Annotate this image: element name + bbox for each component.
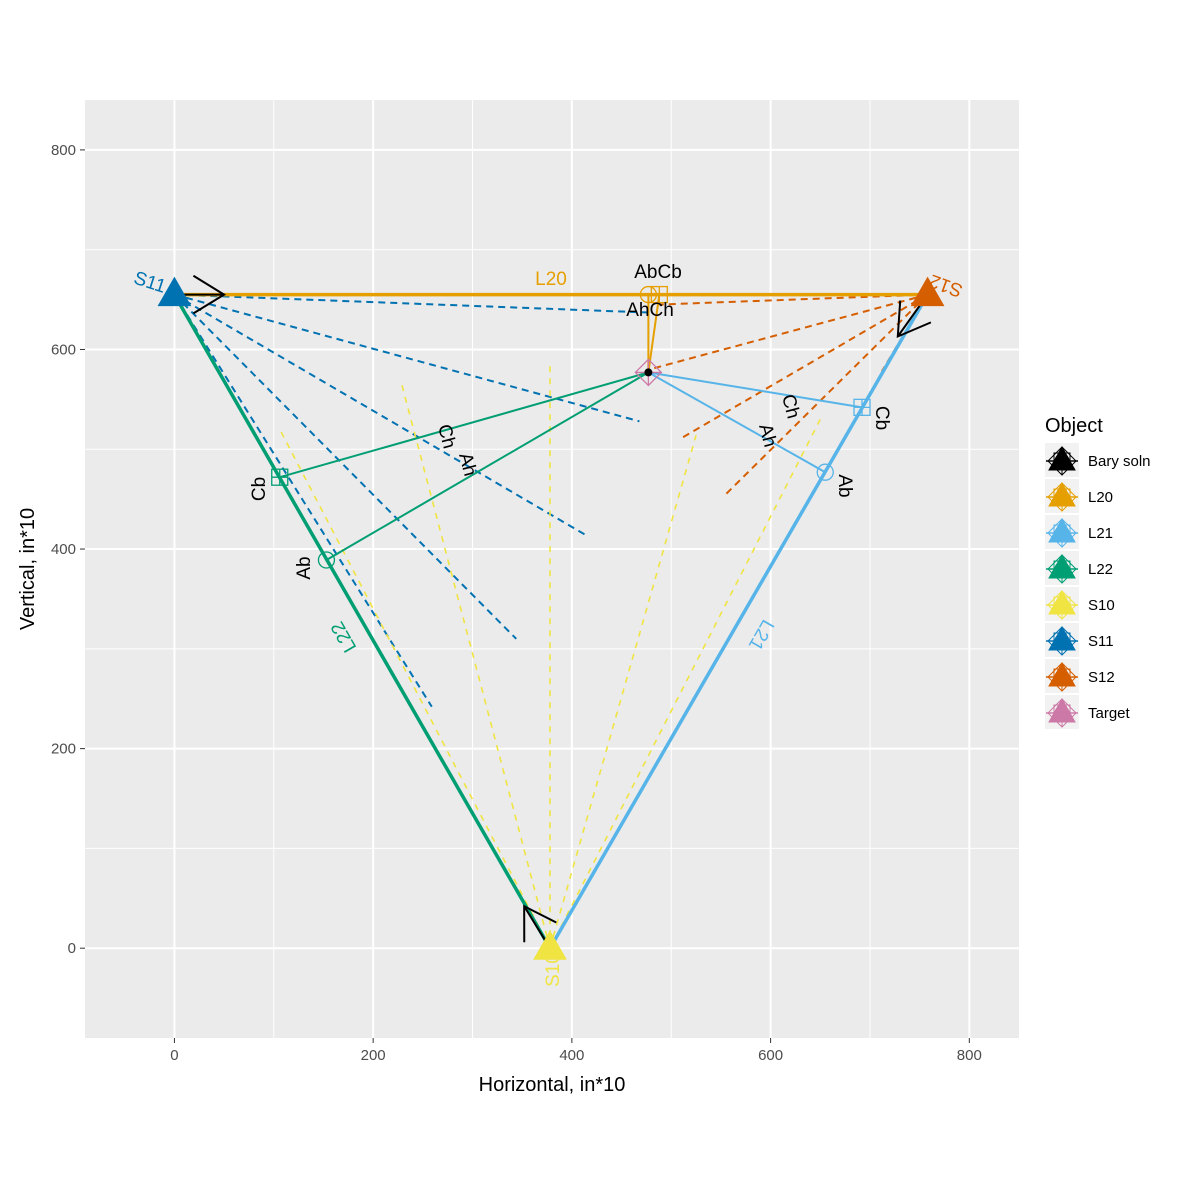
y-tick-label: 800 [51, 142, 76, 159]
l20-ahch-label: AhCh [626, 300, 674, 321]
y-axis-title: Vertical, in*10 [17, 508, 39, 630]
point-markers [271, 285, 871, 569]
y-axis-ticks: 0 200 400 600 800 [51, 142, 85, 957]
l21-cb-label: Cb [871, 406, 892, 430]
legend-label-s12: S12 [1088, 669, 1115, 686]
x-tick-label: 200 [361, 1047, 386, 1064]
x-tick-label: 800 [957, 1047, 982, 1064]
bearing-line-s10 [279, 428, 551, 949]
legend-label-target: Target [1088, 705, 1131, 722]
l21-ab-label: Ab [834, 474, 855, 497]
legend-key-triangle [1048, 625, 1076, 651]
legend-title: Object [1045, 415, 1103, 437]
connector-l21-cb [648, 371, 863, 409]
connector-l22-ab [325, 371, 649, 561]
connector-l22-cb [279, 371, 649, 479]
sensor-marker-s10 [533, 930, 567, 960]
legend-key-triangle [1048, 589, 1076, 615]
legend-label-bary-soln: Bary soln [1088, 453, 1151, 470]
point-l22-ab [317, 551, 336, 569]
legend-label-s10: S10 [1088, 597, 1115, 614]
sensor-label-s10: S10 [543, 953, 564, 987]
x-tick-label: 600 [758, 1047, 783, 1064]
plot-panel [85, 100, 1019, 1038]
legend-key-triangle [1048, 517, 1076, 543]
l20-abcb-label: AbCb [634, 262, 682, 283]
l22-cb-label: Cb [249, 477, 270, 501]
bearing-line-s11 [174, 293, 640, 423]
legend: Object Bary soln L20 L21 L22 S10 S11 S12 Target [1045, 415, 1151, 729]
leg-line-l21 [548, 293, 930, 950]
legend-label-l21: L21 [1088, 525, 1113, 542]
bearing-line-s11 [173, 293, 587, 536]
leg-label-l20: L20 [535, 269, 567, 290]
l22-ab-label: Ab [294, 556, 315, 579]
sensor-markers [157, 276, 945, 960]
y-tick-label: 600 [51, 341, 76, 358]
bearing-line-s11 [173, 293, 517, 640]
bearing-line-s10 [549, 418, 821, 949]
x-tick-label: 0 [170, 1047, 178, 1064]
sensor-marker-s11 [157, 276, 192, 307]
leg-lines [172, 292, 930, 950]
x-tick-label: 400 [559, 1047, 584, 1064]
bearing-line-s10 [400, 381, 551, 949]
y-tick-label: 200 [51, 741, 76, 758]
x-axis-title: Horizontal, in*10 [479, 1074, 626, 1096]
legend-label-l20: L20 [1088, 489, 1113, 506]
sensor-marker-s12 [910, 276, 945, 307]
point-l21-ab [816, 463, 834, 481]
legend-label-l22: L22 [1088, 561, 1113, 578]
legend-key-triangle [1048, 481, 1076, 507]
leg-line-l22 [172, 293, 552, 950]
x-axis-ticks: 0 200 400 600 800 [170, 1038, 982, 1064]
y-tick-label: 400 [51, 541, 76, 558]
legend-key-triangle [1048, 445, 1076, 471]
legend-key-triangle [1048, 553, 1076, 579]
bearing-line-s11 [173, 294, 433, 708]
legend-label-s11: S11 [1088, 633, 1114, 650]
bearing-line-s10 [549, 435, 697, 949]
bearing-line-s12 [659, 293, 928, 306]
connector-l21-ab [647, 371, 826, 474]
connector-lines [279, 294, 863, 561]
connector-l20-cb [647, 294, 661, 373]
bary-solution-point [644, 368, 653, 377]
legend-key-triangle [1048, 661, 1076, 687]
bearing-line-s12 [649, 293, 928, 371]
minor-gridlines [85, 100, 1019, 1038]
y-tick-label: 0 [68, 940, 76, 957]
legend-key-triangle [1048, 697, 1076, 723]
